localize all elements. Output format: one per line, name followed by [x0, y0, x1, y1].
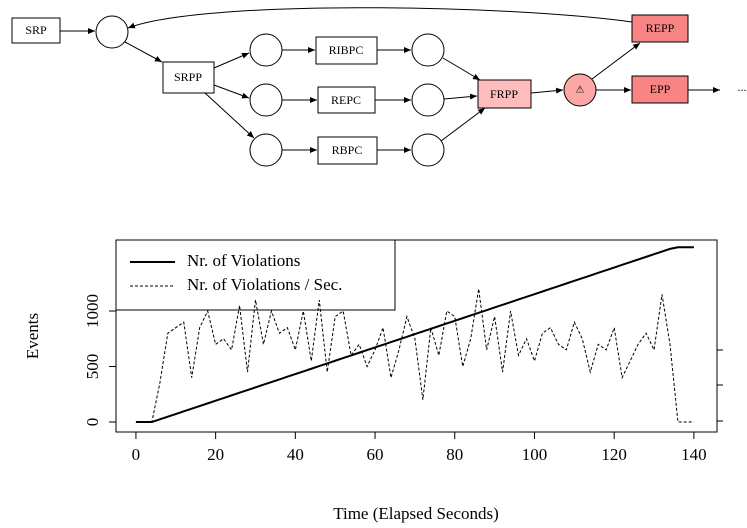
petri-net: [11, 7, 720, 167]
y-tick-label: 500: [83, 354, 102, 380]
node-label: EPP: [650, 82, 671, 96]
series-line: [135, 288, 694, 423]
x-tick-label: 100: [522, 445, 548, 464]
node-label: SRP: [25, 23, 47, 37]
x-tick-label: 140: [681, 445, 707, 464]
x-tick-label: 80: [446, 445, 463, 464]
y-tick-label: 0: [83, 418, 102, 427]
node-label: REPC: [331, 93, 361, 107]
series-line: [135, 246, 694, 424]
y-axis-label: Events: [23, 313, 42, 359]
x-tick-label: 40: [287, 445, 304, 464]
node-label: RIBPC: [329, 43, 364, 57]
node-label: ⚠: [576, 84, 585, 95]
node-label: ...: [738, 80, 747, 94]
legend-label: Nr. of Violations / Sec.: [187, 275, 342, 294]
node-label: REPP: [646, 21, 675, 35]
legend: [115, 239, 396, 311]
node-label: RBPC: [332, 143, 363, 157]
x-tick-label: 0: [132, 445, 141, 464]
x-tick-label: 120: [601, 445, 627, 464]
x-axis-label: Time (Elapsed Seconds): [333, 504, 499, 523]
x-tick-label: 20: [207, 445, 224, 464]
legend-label: Nr. of Violations: [187, 251, 300, 270]
plot-frame: [115, 239, 718, 433]
x-tick-label: 60: [367, 445, 384, 464]
y-tick-label: 1000: [83, 294, 102, 328]
node-label: FRPP: [490, 87, 518, 101]
node-label: SRPP: [174, 70, 202, 84]
